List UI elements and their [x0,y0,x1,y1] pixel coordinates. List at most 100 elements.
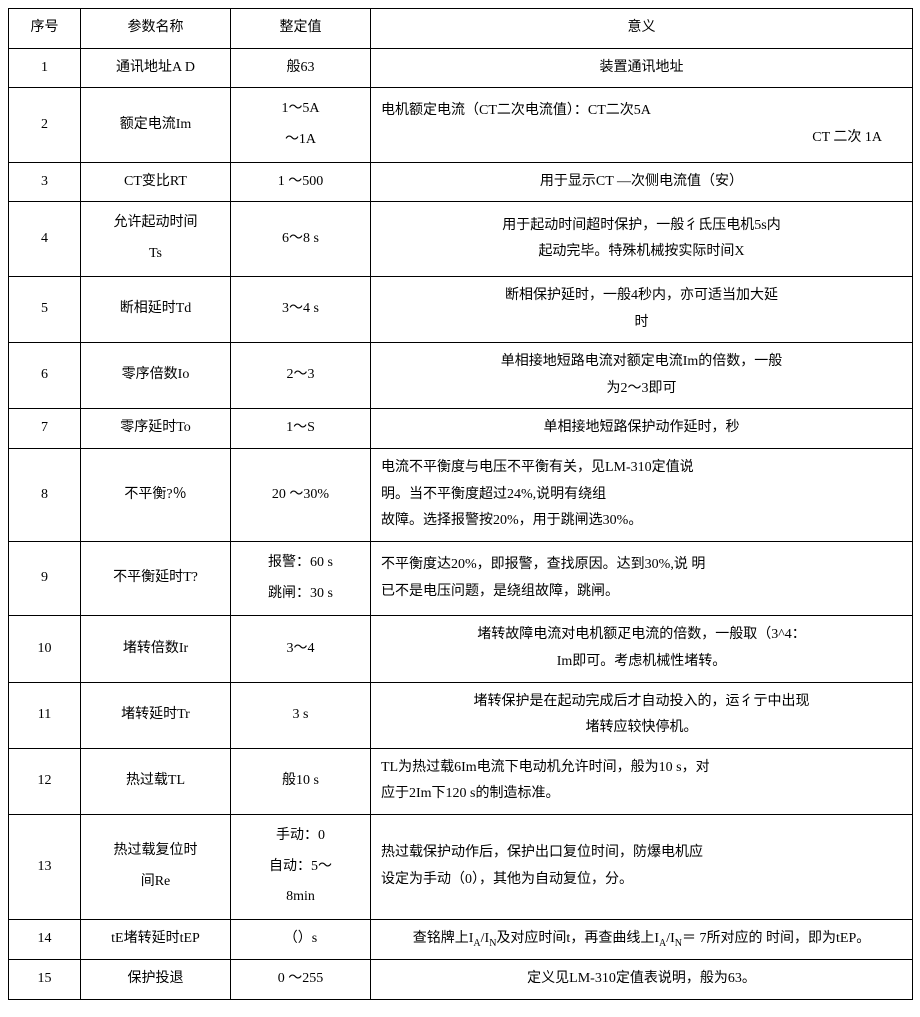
table-row: 2 额定电流Im 1〜5A 〜1A 电机额定电流（CT二次电流值）：CT二次5A… [9,88,913,163]
cell-name: 堵转延时Tr [81,682,231,748]
text: 〜1A [285,132,316,147]
cell-meaning: 单相接地短路电流对额定电流Im的倍数，一般 为2〜3即可 [371,343,913,409]
cell-value: 3 s [231,682,371,748]
cell-meaning: 堵转保护是在起动完成后才自动投入的，运彳亍中出现 堵转应较快停机。 [371,682,913,748]
cell-meaning: TL为热过载6Im电流下电动机允许时间，般为10 s，对 应于2Im下120 s… [371,748,913,814]
header-meaning: 意义 [371,9,913,49]
cell-name: 额定电流Im [81,88,231,163]
cell-name: 热过载TL [81,748,231,814]
cell-num: 6 [9,343,81,409]
cell-name: 堵转倍数Ir [81,616,231,682]
table-row: 9 不平衡延时T? 报警：60 s 跳闸：30 s 不平衡度达20%，即报警，查… [9,541,913,616]
cell-value: 1〜S [231,409,371,449]
text: 起动完毕。特殊机械按实际时间X [538,244,744,259]
text: 明。当不平衡度超过24%,说明有绕组 [381,487,606,502]
cell-name: tE堵转延时tEP [81,920,231,960]
cell-meaning: 不平衡度达20%，即报警，查找原因。达到30%,说 明 已不是电压问题，是绕组故… [371,541,913,616]
table-row: 12 热过载TL 般10 s TL为热过载6Im电流下电动机允许时间，般为10 … [9,748,913,814]
cell-value: 6〜8 s [231,202,371,277]
header-value: 整定值 [231,9,371,49]
text: 及对应时间t，再查曲线上I [496,931,659,946]
text: CT 二次 1A [381,125,902,152]
cell-num: 7 [9,409,81,449]
sub: A [473,938,480,949]
text: 跳闸：30 s [268,586,333,601]
cell-value: 20 〜30% [231,448,371,541]
text: 查铭牌上I [413,931,474,946]
table-row: 3 CT变比RT 1 〜500 用于显示CT —次侧电流值（安） [9,162,913,202]
table-row: 8 不平衡?％ 20 〜30% 电流不平衡度与电压不平衡有关，见LM-310定值… [9,448,913,541]
cell-value: 2〜3 [231,343,371,409]
text: 故障。选择报警按20%，用于跳闸选30%。 [381,513,642,528]
table-row: 6 零序倍数Io 2〜3 单相接地短路电流对额定电流Im的倍数，一般 为2〜3即… [9,343,913,409]
cell-num: 15 [9,960,81,1000]
cell-meaning: 装置通讯地址 [371,48,913,88]
cell-num: 4 [9,202,81,277]
text: Ts [149,246,162,261]
header-num: 序号 [9,9,81,49]
cell-meaning: 热过载保护动作后，保护出口复位时间，防爆电机应 设定为手动（0），其他为自动复位… [371,814,913,919]
cell-num: 9 [9,541,81,616]
cell-value: 般10 s [231,748,371,814]
text: 断相保护延时，一般4秒内，亦可适当加大延 [505,288,778,303]
text: ＝ 7所对应的 时间，即为tEP。 [682,931,870,946]
table-row: 7 零序延时To 1〜S 单相接地短路保护动作延时，秒 [9,409,913,449]
cell-num: 14 [9,920,81,960]
cell-name: 不平衡延时T? [81,541,231,616]
text: 不平衡度达20%，即报警，查找原因。达到30%,说 明 [381,557,705,572]
cell-meaning: 用于显示CT —次侧电流值（安） [371,162,913,202]
text: 已不是电压问题，是绕组故障，跳闸。 [381,584,619,599]
cell-name: 零序倍数Io [81,343,231,409]
text: 时 [635,315,649,330]
table-row: 1 通讯地址A D 般63 装置通讯地址 [9,48,913,88]
text: 堵转应较快停机。 [586,720,698,735]
cell-meaning: 电流不平衡度与电压不平衡有关，见LM-310定值说 明。当不平衡度超过24%,说… [371,448,913,541]
cell-value: 3〜4 s [231,276,371,342]
cell-name: 断相延时Td [81,276,231,342]
text: 电机额定电流（CT二次电流值）：CT二次5A [381,103,651,118]
cell-num: 1 [9,48,81,88]
cell-meaning: 查铭牌上IA/IN及对应时间t，再查曲线上IA/IN＝ 7所对应的 时间，即为t… [371,920,913,960]
text: /I [666,931,675,946]
cell-num: 5 [9,276,81,342]
header-name: 参数名称 [81,9,231,49]
parameter-table: 序号 参数名称 整定值 意义 1 通讯地址A D 般63 装置通讯地址 2 额定… [8,8,913,1000]
table-header-row: 序号 参数名称 整定值 意义 [9,9,913,49]
cell-name: 零序延时To [81,409,231,449]
cell-value: 0 〜255 [231,960,371,1000]
cell-value: 手动：0 自动：5〜 8min [231,814,371,919]
cell-value: 3〜4 [231,616,371,682]
cell-num: 8 [9,448,81,541]
cell-num: 10 [9,616,81,682]
cell-value: 1 〜500 [231,162,371,202]
text: 允许起动时间 [114,215,198,230]
cell-num: 3 [9,162,81,202]
cell-value: 般63 [231,48,371,88]
table-row: 13 热过载复位时 间Re 手动：0 自动：5〜 8min 热过载保护动作后，保… [9,814,913,919]
text: 手动：0 [276,828,325,843]
table-row: 11 堵转延时Tr 3 s 堵转保护是在起动完成后才自动投入的，运彳亍中出现 堵… [9,682,913,748]
table-row: 15 保护投退 0 〜255 定义见LM-310定值表说明，般为63。 [9,960,913,1000]
text: 报警：60 s [268,555,333,570]
cell-name: 热过载复位时 间Re [81,814,231,919]
sub: N [675,938,682,949]
text: 为2〜3即可 [607,381,677,396]
cell-value: 报警：60 s 跳闸：30 s [231,541,371,616]
text: 应于2Im下120 s的制造标准。 [381,786,560,801]
text: 电流不平衡度与电压不平衡有关，见LM-310定值说 [381,460,694,475]
cell-value: 1〜5A 〜1A [231,88,371,163]
cell-value: （）s [231,920,371,960]
text: 单相接地短路电流对额定电流Im的倍数，一般 [501,354,783,369]
text: 热过载保护动作后，保护出口复位时间，防爆电机应 [381,845,703,860]
text: 1〜5A [281,101,319,116]
table-row: 10 堵转倍数Ir 3〜4 堵转故障电流对电机额疋电流的倍数，一般取（3^4： … [9,616,913,682]
cell-meaning: 定义见LM-310定值表说明，般为63。 [371,960,913,1000]
text: 堵转保护是在起动完成后才自动投入的，运彳亍中出现 [474,694,810,709]
table-row: 14 tE堵转延时tEP （）s 查铭牌上IA/IN及对应时间t，再查曲线上IA… [9,920,913,960]
cell-name: 通讯地址A D [81,48,231,88]
text: Im即可。考虑机械性堵转。 [557,654,727,669]
text: 用于起动时间超时保护，一般彳氐压电机5s内 [502,218,780,233]
cell-meaning: 用于起动时间超时保护，一般彳氐压电机5s内 起动完毕。特殊机械按实际时间X [371,202,913,277]
cell-num: 13 [9,814,81,919]
cell-name: 不平衡?％ [81,448,231,541]
